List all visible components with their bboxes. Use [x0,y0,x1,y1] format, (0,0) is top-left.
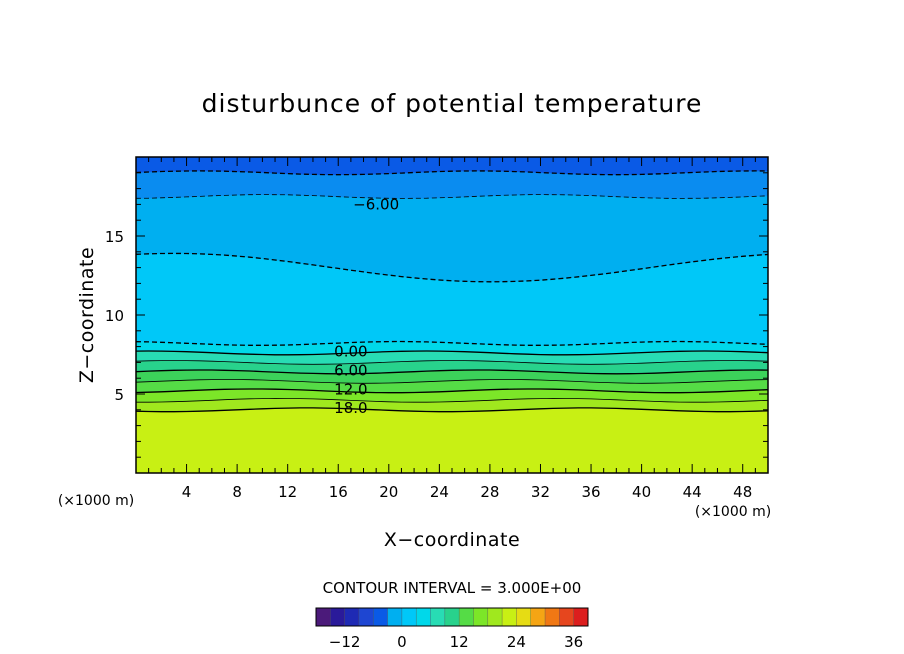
field-band [136,407,768,473]
x-tick-label: 20 [379,483,398,501]
contour-line [136,407,768,413]
colorbar-cell [401,608,417,626]
colorbar-cell [330,608,345,626]
x-unit-left: (×1000 m) [58,493,134,509]
contour-line [136,369,768,375]
x-unit-right: (×1000 m) [695,504,771,520]
colorbar-tick-label: 0 [397,633,407,651]
colorbar-cell [459,608,474,626]
colorbar-cell [444,608,460,626]
field-band [136,157,768,176]
contour-label: 12.0 [334,380,367,398]
y-axis-label: Z−coordinate [76,247,98,383]
x-tick-label: 32 [531,483,550,501]
x-tick-label: 8 [232,483,242,501]
colorbar-cell [430,608,446,626]
field-bands [136,157,768,473]
contour-label: 0.00 [334,342,367,360]
y-tick-label: 10 [105,307,124,325]
contour-label: 18.0 [334,399,367,417]
contour-label: −6.00 [353,195,399,213]
field-band [136,170,768,199]
colorbar-cell [358,608,374,626]
colorbar-tick-label: 36 [564,633,583,651]
colorbar-frame [315,607,589,627]
colorbar-cell [373,608,388,626]
x-tick-label: 44 [683,483,702,501]
y-tick-label: 5 [114,386,124,404]
contour-interval-label: CONTOUR INTERVAL = 3.000E+00 [323,579,582,597]
x-axis-label: X−coordinate [384,529,520,551]
contour-line [136,340,768,346]
colorbar-cell [387,608,403,626]
colorbar-tick-label: 24 [507,633,526,651]
x-tick-label: 12 [278,483,297,501]
contour-line [136,170,768,176]
colorbar: −12 0 12 24 36 [315,607,589,651]
contour-label: 6.00 [334,361,367,379]
contour-line [136,360,768,365]
plot-area [136,157,768,473]
x-tick-label: 28 [480,483,499,501]
colorbar-cell [502,608,517,626]
contour-line [136,350,768,356]
contour-line [136,252,768,283]
colorbar-cell [573,608,589,626]
colorbar-cell [473,608,489,626]
y-tick-label: 15 [105,228,124,246]
colorbar-cell [487,608,503,626]
contour-line [136,194,768,199]
colorbar-cell [516,608,532,626]
colorbar-cell [316,608,331,626]
x-tick-label: 4 [182,483,192,501]
colorbar-cell [530,608,546,626]
x-tick-label: 16 [329,483,348,501]
colorbar-cell [545,608,560,626]
chart-title: disturbunce of potential temperature [202,89,703,118]
contour-line [136,388,768,394]
x-tick-label: 48 [733,483,752,501]
x-tick-label: 40 [632,483,651,501]
colorbar-cell [416,608,431,626]
x-tick-label: 36 [581,483,600,501]
contour-line [136,397,768,403]
colorbar-tick-label: −12 [329,633,361,651]
contour-line [136,379,768,384]
colorbar-cell [559,608,574,626]
contour-lines [136,170,768,413]
x-tick-label: 24 [430,483,449,501]
colorbar-cell [344,608,360,626]
colorbar-tick-label: 12 [450,633,469,651]
